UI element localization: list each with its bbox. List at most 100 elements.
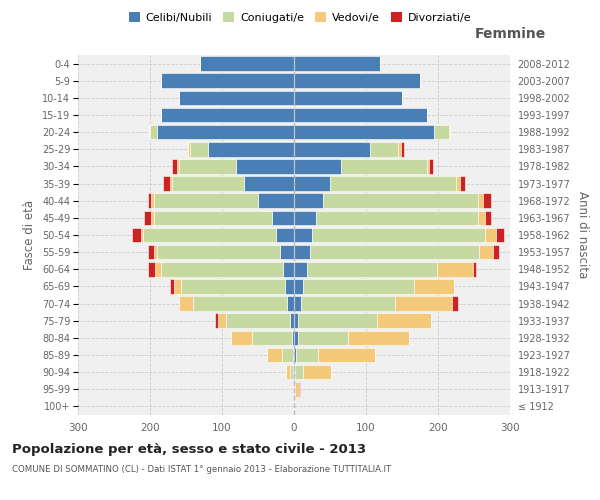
Bar bbox=[282, 348, 293, 362]
Bar bbox=[294, 382, 295, 396]
Bar bbox=[295, 365, 302, 380]
Bar bbox=[298, 330, 348, 345]
Bar bbox=[294, 348, 296, 362]
Bar bbox=[398, 142, 401, 156]
Bar bbox=[434, 125, 449, 140]
Bar bbox=[151, 210, 154, 225]
Bar bbox=[148, 262, 155, 276]
Bar bbox=[268, 348, 282, 362]
Bar bbox=[215, 314, 218, 328]
Bar bbox=[456, 176, 460, 191]
Bar bbox=[140, 228, 143, 242]
Bar bbox=[294, 90, 402, 105]
Bar bbox=[179, 159, 236, 174]
Bar bbox=[294, 262, 307, 276]
Bar bbox=[298, 314, 377, 328]
Bar bbox=[290, 365, 293, 380]
Bar bbox=[485, 228, 496, 242]
Bar bbox=[294, 108, 427, 122]
Bar bbox=[200, 56, 294, 71]
Bar bbox=[294, 245, 310, 260]
Bar bbox=[294, 56, 380, 71]
Bar bbox=[178, 159, 179, 174]
Bar bbox=[294, 210, 316, 225]
Bar bbox=[294, 330, 298, 345]
Bar bbox=[302, 365, 331, 380]
Bar bbox=[341, 159, 427, 174]
Bar bbox=[301, 296, 395, 311]
Bar bbox=[294, 365, 295, 380]
Bar bbox=[286, 365, 290, 380]
Bar bbox=[280, 245, 294, 260]
Bar bbox=[496, 228, 504, 242]
Bar bbox=[258, 194, 294, 208]
Bar bbox=[290, 314, 294, 328]
Bar bbox=[286, 279, 294, 293]
Bar bbox=[430, 159, 433, 174]
Bar bbox=[452, 296, 458, 311]
Bar bbox=[190, 142, 208, 156]
Bar bbox=[163, 176, 170, 191]
Bar bbox=[181, 279, 286, 293]
Bar bbox=[157, 125, 294, 140]
Bar bbox=[294, 296, 301, 311]
Bar bbox=[157, 245, 280, 260]
Bar bbox=[323, 194, 478, 208]
Bar bbox=[312, 228, 485, 242]
Bar bbox=[484, 194, 491, 208]
Bar bbox=[294, 314, 298, 328]
Bar bbox=[148, 245, 154, 260]
Bar bbox=[485, 210, 491, 225]
Bar bbox=[377, 314, 431, 328]
Bar bbox=[161, 262, 283, 276]
Bar bbox=[295, 382, 299, 396]
Bar bbox=[401, 142, 404, 156]
Bar bbox=[218, 314, 226, 328]
Bar bbox=[154, 194, 258, 208]
Bar bbox=[370, 142, 398, 156]
Text: Popolazione per età, sesso e stato civile - 2013: Popolazione per età, sesso e stato civil… bbox=[12, 442, 366, 456]
Bar bbox=[318, 348, 376, 362]
Bar bbox=[230, 330, 252, 345]
Bar bbox=[493, 245, 499, 260]
Bar bbox=[299, 382, 301, 396]
Bar bbox=[208, 142, 294, 156]
Bar bbox=[226, 314, 290, 328]
Bar bbox=[478, 210, 485, 225]
Bar bbox=[272, 210, 294, 225]
Bar bbox=[294, 74, 420, 88]
Text: COMUNE DI SOMMATINO (CL) - Dati ISTAT 1° gennaio 2013 - Elaborazione TUTTITALIA.: COMUNE DI SOMMATINO (CL) - Dati ISTAT 1°… bbox=[12, 465, 391, 474]
Bar bbox=[172, 176, 244, 191]
Bar bbox=[330, 176, 456, 191]
Bar bbox=[294, 194, 323, 208]
Bar bbox=[132, 228, 140, 242]
Bar bbox=[161, 108, 294, 122]
Bar bbox=[287, 296, 294, 311]
Bar bbox=[395, 296, 452, 311]
Bar bbox=[348, 330, 409, 345]
Bar bbox=[294, 125, 434, 140]
Bar bbox=[154, 210, 272, 225]
Bar bbox=[252, 330, 292, 345]
Bar bbox=[144, 210, 151, 225]
Bar bbox=[174, 279, 181, 293]
Bar bbox=[316, 210, 478, 225]
Bar bbox=[148, 194, 151, 208]
Bar bbox=[307, 262, 437, 276]
Bar bbox=[293, 348, 294, 362]
Text: Femmine: Femmine bbox=[475, 26, 545, 40]
Bar bbox=[427, 159, 430, 174]
Bar bbox=[170, 279, 174, 293]
Bar bbox=[449, 125, 450, 140]
Bar bbox=[161, 74, 294, 88]
Bar bbox=[283, 262, 294, 276]
Bar bbox=[179, 296, 193, 311]
Bar bbox=[236, 159, 294, 174]
Bar bbox=[150, 125, 157, 140]
Bar bbox=[473, 262, 476, 276]
Legend: Celibi/Nubili, Coniugati/e, Vedovi/e, Divorziati/e: Celibi/Nubili, Coniugati/e, Vedovi/e, Di… bbox=[124, 8, 476, 28]
Bar bbox=[294, 142, 370, 156]
Bar bbox=[154, 245, 157, 260]
Bar bbox=[294, 159, 341, 174]
Bar bbox=[479, 245, 493, 260]
